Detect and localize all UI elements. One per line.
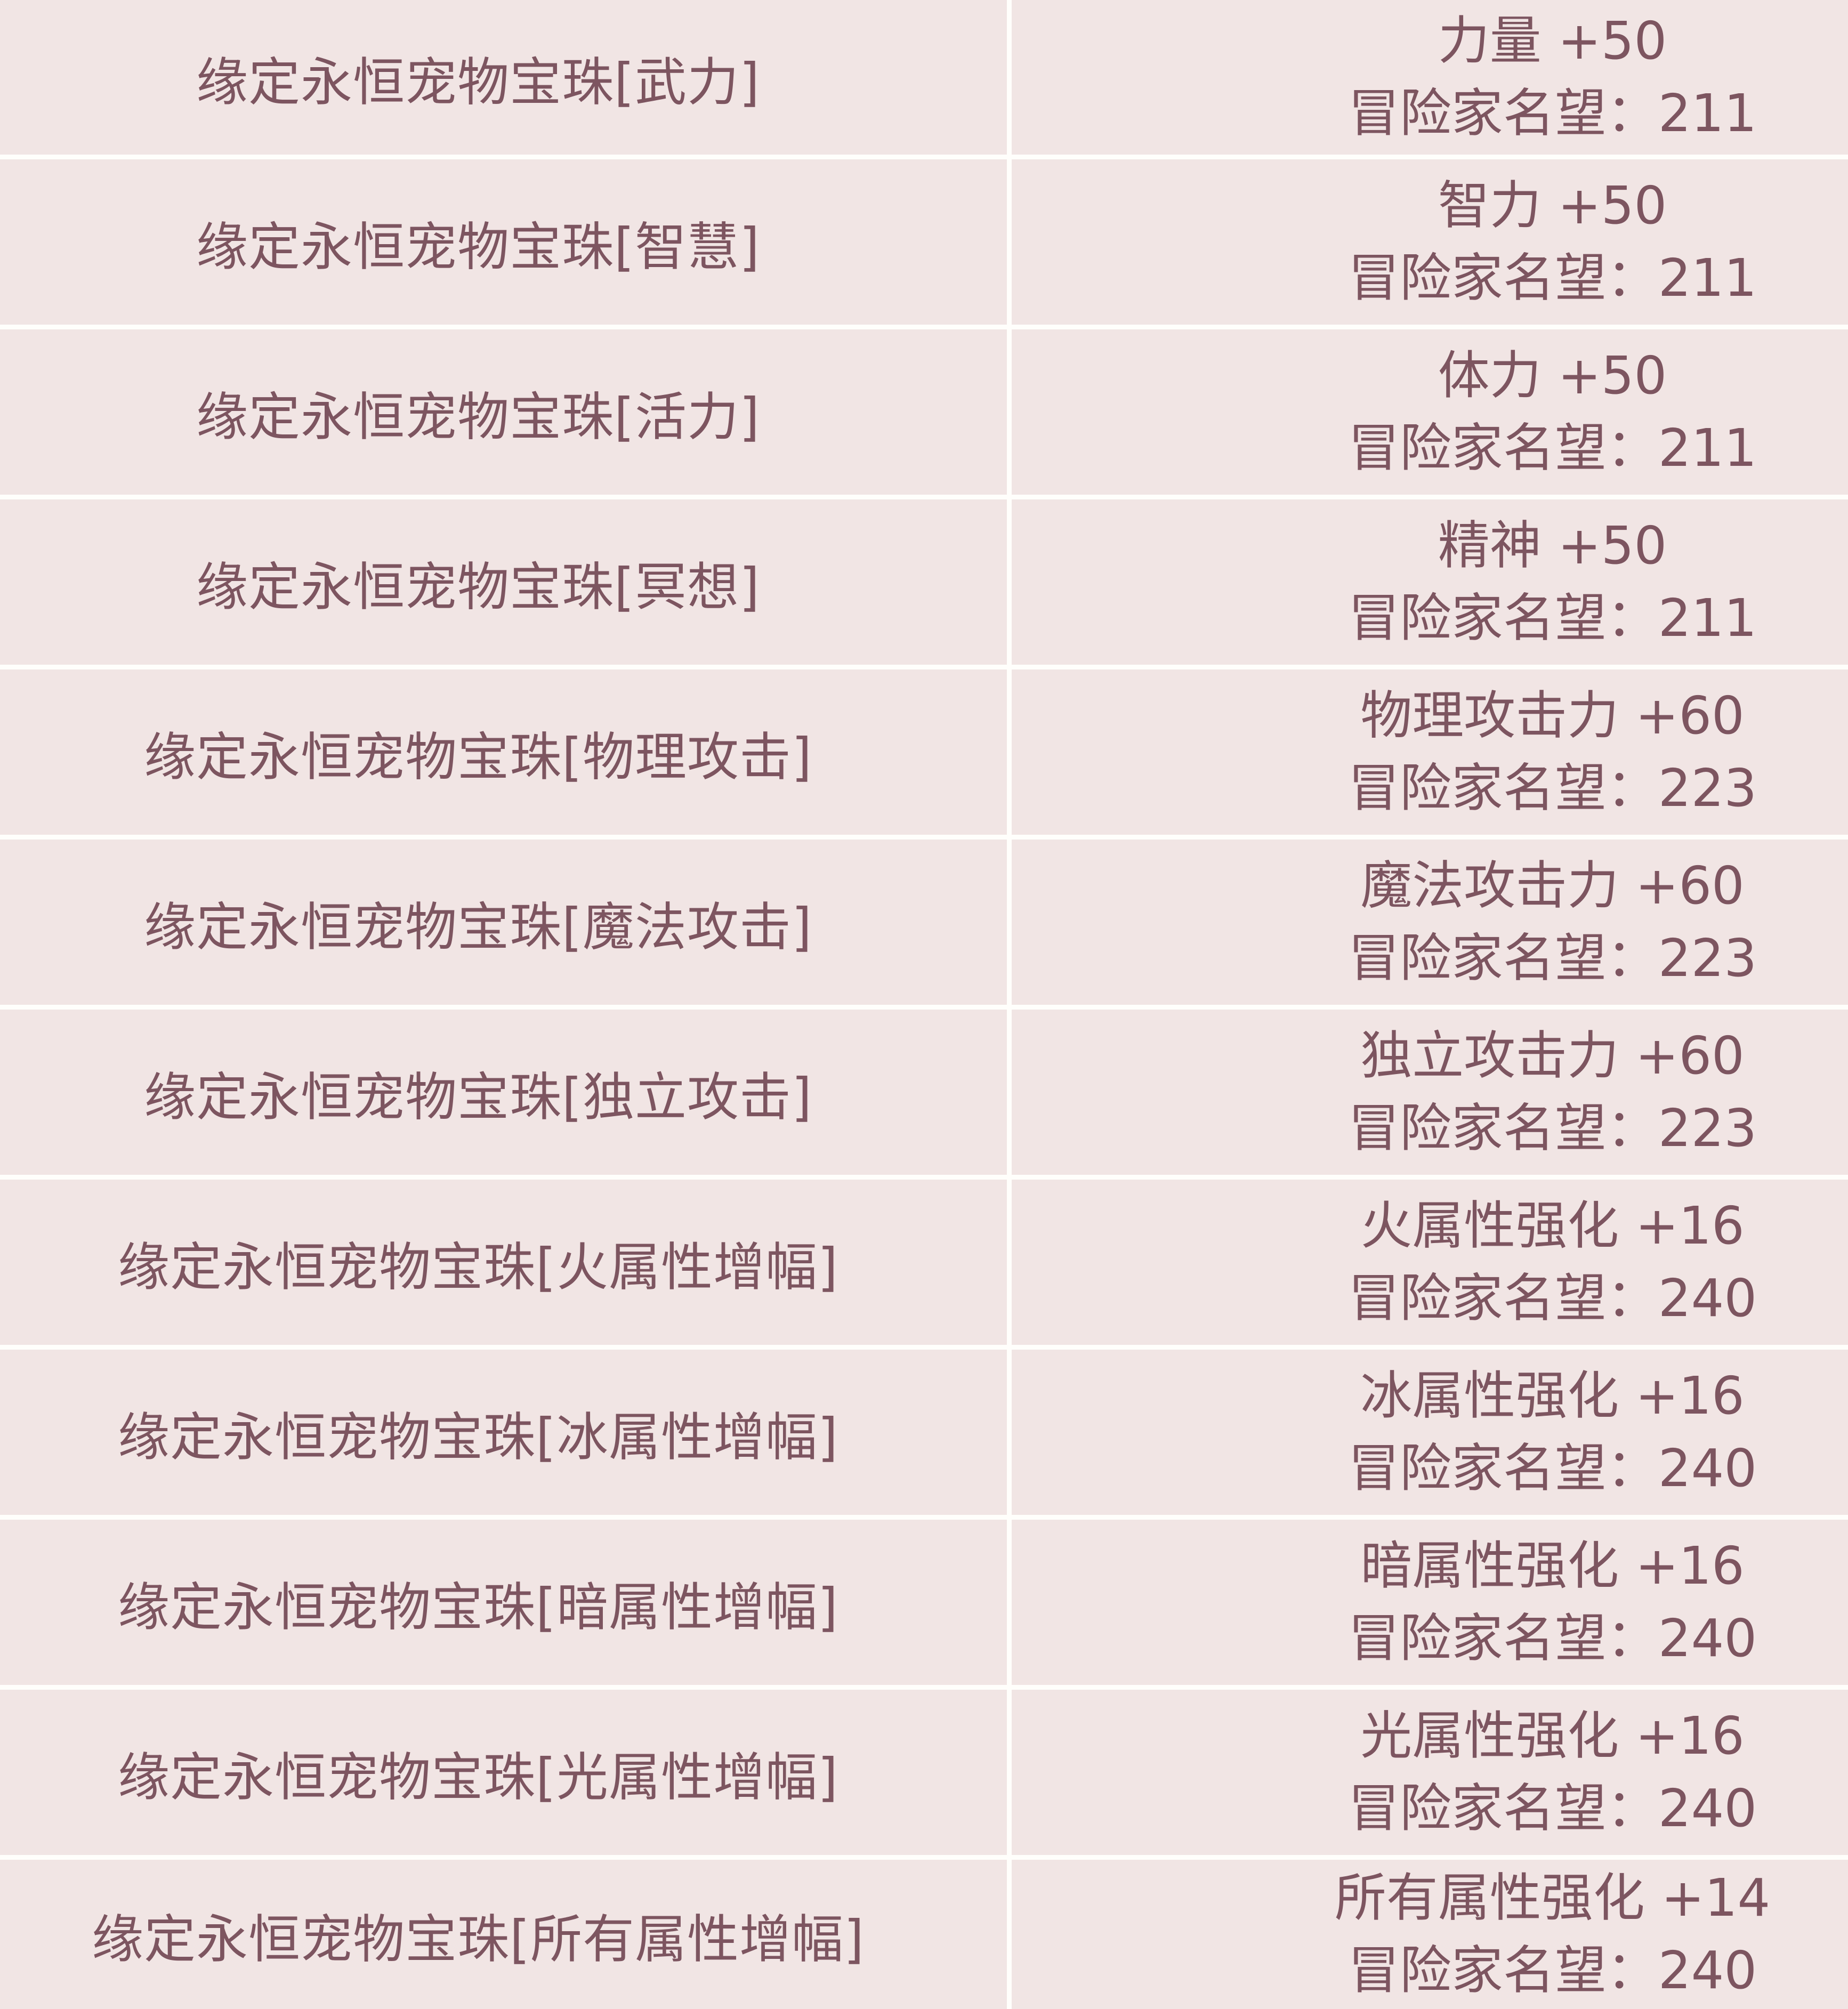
stat-line: 所有属性强化 +14 bbox=[1334, 1868, 1771, 1928]
item-stats-cell: 精神 +50 冒险家名望：211 bbox=[1012, 499, 1848, 665]
item-name: 缘定永恒宠物宝珠[活力] bbox=[196, 386, 760, 447]
stat-line: 体力 +50 bbox=[1438, 345, 1667, 406]
item-stats-cell: 暗属性强化 +16 冒险家名望：240 bbox=[1012, 1520, 1848, 1685]
table-row: 缘定永恒宠物宝珠[冥想] 精神 +50 冒险家名望：211 bbox=[0, 495, 1848, 665]
item-name-cell: 缘定永恒宠物宝珠[暗属性增幅] bbox=[0, 1520, 1012, 1685]
table-row: 缘定永恒宠物宝珠[冰属性增幅] 冰属性强化 +16 冒险家名望：240 bbox=[0, 1345, 1848, 1515]
item-stats-cell: 独立攻击力 +60 冒险家名望：223 bbox=[1012, 1010, 1848, 1175]
stat-line: 精神 +50 bbox=[1438, 515, 1667, 576]
item-name: 缘定永恒宠物宝珠[冰属性增幅] bbox=[118, 1407, 838, 1467]
fame-line: 冒险家名望：240 bbox=[1347, 1940, 1757, 2000]
fame-line: 冒险家名望：211 bbox=[1347, 83, 1757, 143]
stat-line: 魔法攻击力 +60 bbox=[1360, 856, 1745, 916]
table-row: 缘定永恒宠物宝珠[活力] 体力 +50 冒险家名望：211 bbox=[0, 325, 1848, 495]
fame-line: 冒险家名望：211 bbox=[1347, 588, 1757, 648]
fame-line: 冒险家名望：211 bbox=[1347, 248, 1757, 308]
item-name-cell: 缘定永恒宠物宝珠[冰属性增幅] bbox=[0, 1350, 1012, 1515]
item-name: 缘定永恒宠物宝珠[独立攻击] bbox=[144, 1067, 812, 1127]
table-row: 缘定永恒宠物宝珠[暗属性增幅] 暗属性强化 +16 冒险家名望：240 bbox=[0, 1515, 1848, 1685]
item-stats-cell: 体力 +50 冒险家名望：211 bbox=[1012, 329, 1848, 495]
table-row: 缘定永恒宠物宝珠[所有属性增幅] 所有属性强化 +14 冒险家名望：240 bbox=[0, 1855, 1848, 2009]
item-name-cell: 缘定永恒宠物宝珠[活力] bbox=[0, 329, 1012, 495]
item-stats-cell: 光属性强化 +16 冒险家名望：240 bbox=[1012, 1690, 1848, 1855]
fame-line: 冒险家名望：223 bbox=[1347, 928, 1757, 988]
item-name: 缘定永恒宠物宝珠[光属性增幅] bbox=[118, 1747, 838, 1808]
item-name: 缘定永恒宠物宝珠[冥想] bbox=[196, 556, 760, 617]
stat-line: 火属性强化 +16 bbox=[1360, 1196, 1745, 1256]
fame-line: 冒险家名望：240 bbox=[1347, 1438, 1757, 1498]
item-stats-cell: 力量 +50 冒险家名望：211 bbox=[1012, 0, 1848, 155]
item-name: 缘定永恒宠物宝珠[魔法攻击] bbox=[144, 897, 812, 957]
item-stats-cell: 智力 +50 冒险家名望：211 bbox=[1012, 159, 1848, 325]
fame-line: 冒险家名望：223 bbox=[1347, 758, 1757, 818]
fame-line: 冒险家名望：240 bbox=[1347, 1268, 1757, 1328]
item-stats-cell: 火属性强化 +16 冒险家名望：240 bbox=[1012, 1180, 1848, 1345]
table-row: 缘定永恒宠物宝珠[武力] 力量 +50 冒险家名望：211 bbox=[0, 0, 1848, 155]
item-stats-cell: 物理攻击力 +60 冒险家名望：223 bbox=[1012, 669, 1848, 835]
table-row: 缘定永恒宠物宝珠[火属性增幅] 火属性强化 +16 冒险家名望：240 bbox=[0, 1175, 1848, 1345]
item-name: 缘定永恒宠物宝珠[暗属性增幅] bbox=[118, 1577, 838, 1637]
item-name: 缘定永恒宠物宝珠[物理攻击] bbox=[144, 727, 812, 787]
stat-line: 力量 +50 bbox=[1438, 11, 1667, 71]
item-stats-cell: 魔法攻击力 +60 冒险家名望：223 bbox=[1012, 840, 1848, 1005]
fame-line: 冒险家名望：240 bbox=[1347, 1608, 1757, 1668]
item-name-cell: 缘定永恒宠物宝珠[所有属性增幅] bbox=[0, 1860, 1012, 2009]
item-name-cell: 缘定永恒宠物宝珠[独立攻击] bbox=[0, 1010, 1012, 1175]
fame-line: 冒险家名望：240 bbox=[1347, 1778, 1757, 1838]
table-row: 缘定永恒宠物宝珠[光属性增幅] 光属性强化 +16 冒险家名望：240 bbox=[0, 1685, 1848, 1855]
item-name-cell: 缘定永恒宠物宝珠[物理攻击] bbox=[0, 669, 1012, 835]
item-name: 缘定永恒宠物宝珠[所有属性增幅] bbox=[92, 1909, 865, 1970]
item-name-cell: 缘定永恒宠物宝珠[火属性增幅] bbox=[0, 1180, 1012, 1345]
fame-line: 冒险家名望：223 bbox=[1347, 1098, 1757, 1158]
table-row: 缘定永恒宠物宝珠[物理攻击] 物理攻击力 +60 冒险家名望：223 bbox=[0, 665, 1848, 835]
stat-line: 光属性强化 +16 bbox=[1360, 1706, 1745, 1766]
stat-line: 智力 +50 bbox=[1438, 175, 1667, 236]
fame-line: 冒险家名望：211 bbox=[1347, 418, 1757, 478]
stat-line: 冰属性强化 +16 bbox=[1360, 1366, 1745, 1426]
item-stats-cell: 所有属性强化 +14 冒险家名望：240 bbox=[1012, 1860, 1848, 2009]
table-row: 缘定永恒宠物宝珠[独立攻击] 独立攻击力 +60 冒险家名望：223 bbox=[0, 1005, 1848, 1175]
item-name-cell: 缘定永恒宠物宝珠[武力] bbox=[0, 0, 1012, 155]
stat-line: 独立攻击力 +60 bbox=[1360, 1026, 1745, 1086]
item-stats-cell: 冰属性强化 +16 冒险家名望：240 bbox=[1012, 1350, 1848, 1515]
table-row: 缘定永恒宠物宝珠[智慧] 智力 +50 冒险家名望：211 bbox=[0, 155, 1848, 325]
item-name: 缘定永恒宠物宝珠[火属性增幅] bbox=[118, 1237, 838, 1297]
item-name-cell: 缘定永恒宠物宝珠[光属性增幅] bbox=[0, 1690, 1012, 1855]
item-name-cell: 缘定永恒宠物宝珠[智慧] bbox=[0, 159, 1012, 325]
item-name: 缘定永恒宠物宝珠[智慧] bbox=[196, 216, 760, 277]
table-row: 缘定永恒宠物宝珠[魔法攻击] 魔法攻击力 +60 冒险家名望：223 bbox=[0, 835, 1848, 1005]
item-name: 缘定永恒宠物宝珠[武力] bbox=[196, 52, 760, 112]
stat-line: 物理攻击力 +60 bbox=[1360, 685, 1745, 746]
item-name-cell: 缘定永恒宠物宝珠[魔法攻击] bbox=[0, 840, 1012, 1005]
stat-line: 暗属性强化 +16 bbox=[1360, 1536, 1745, 1596]
item-name-cell: 缘定永恒宠物宝珠[冥想] bbox=[0, 499, 1012, 665]
